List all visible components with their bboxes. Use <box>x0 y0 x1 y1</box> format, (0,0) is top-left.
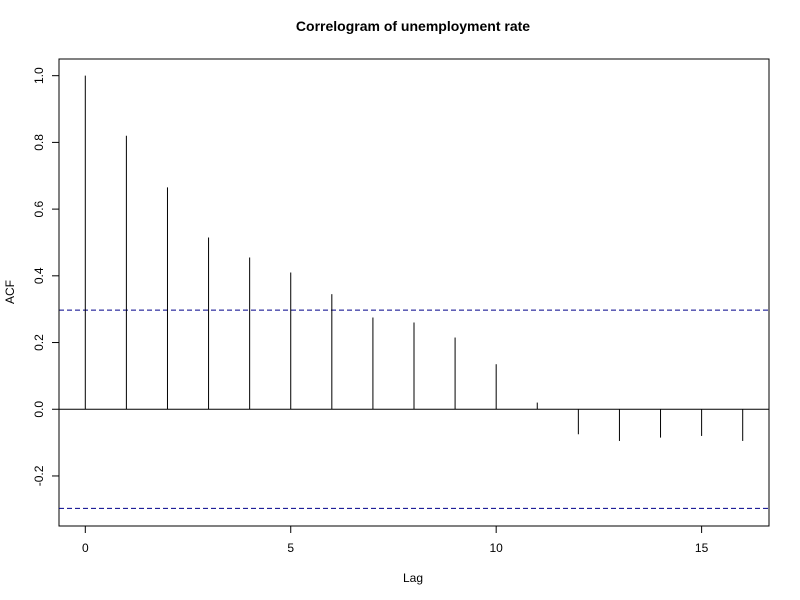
x-tick-label-15: 15 <box>695 541 709 555</box>
plot-frame <box>58 58 770 527</box>
y-tick-label-3: 0.4 <box>32 267 46 284</box>
y-axis-label: ACF <box>3 280 17 304</box>
y-tick-label-6: 1.0 <box>32 67 46 84</box>
chart-title: Correlogram of unemployment rate <box>296 18 530 34</box>
y-tick-label-1: 0.0 <box>32 401 46 418</box>
y-tick-label-5: 0.8 <box>32 134 46 151</box>
y-tick-label-2: 0.2 <box>32 334 46 351</box>
x-tick-label-0: 0 <box>82 541 89 555</box>
x-tick-label-5: 5 <box>287 541 294 555</box>
plot-marks: 0 5 10 15 -0.2 0.0 0.2 0.4 0.6 0.8 1.0 <box>32 67 769 555</box>
y-tick-label-0: -0.2 <box>32 465 46 486</box>
y-tick-label-4: 0.6 <box>32 200 46 217</box>
x-tick-label-10: 10 <box>489 541 503 555</box>
x-axis-label: Lag <box>403 571 423 585</box>
